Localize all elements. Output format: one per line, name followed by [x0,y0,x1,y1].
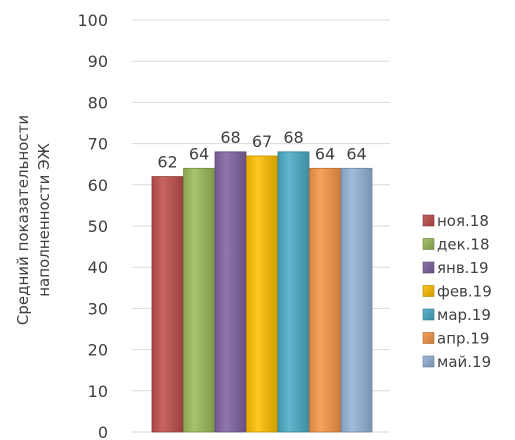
legend-swatch [422,285,435,297]
legend-swatch [422,214,435,227]
data-label: 68 [220,128,240,147]
y-axis-title-text: Средний показательности наполненности ЭЖ [14,115,53,325]
bar [277,151,310,433]
legend-swatch [422,308,435,321]
y-tick-label: 50 [88,217,108,236]
data-label: 64 [315,144,335,163]
y-tick-label: 40 [88,258,108,277]
y-tick-label: 100 [77,11,108,30]
y-axis-title-line: наполненности ЭЖ [35,143,53,297]
bar [246,155,278,433]
data-label: 68 [283,128,303,147]
bar [214,151,247,433]
legend-label: янв.19 [437,259,489,277]
legend-swatch [422,332,435,344]
y-tick-label: 10 [88,382,108,401]
y-tick-label: 70 [88,135,108,154]
bar [340,167,373,433]
data-label: 64 [346,144,366,163]
bar [183,167,215,433]
data-label: 67 [252,132,272,151]
legend-label: дек.18 [437,236,490,254]
y-tick-label: 20 [88,341,108,360]
legend-label: май.19 [437,353,491,371]
y-axis-title: Средний показательности наполненности ЭЖ [14,115,53,325]
legend-swatch [422,238,435,250]
y-axis-ticks: 0 10 20 30 40 50 60 70 80 90 100 [77,11,108,440]
legend-label: ноя.18 [437,212,489,230]
legend-label: апр.19 [437,330,489,348]
y-tick-label: 90 [88,52,108,71]
y-axis-title-line: Средний показательности [14,115,32,325]
legend-label: мар.19 [437,306,491,324]
y-tick-label: 60 [88,176,108,195]
bar [309,167,341,433]
y-tick-label: 30 [88,299,108,318]
y-tick-label: 80 [88,93,108,112]
bar [151,176,184,433]
bars [151,151,373,433]
data-label: 62 [157,153,177,172]
y-tick-label: 0 [98,423,108,440]
data-label: 64 [189,144,209,163]
legend-swatch [422,261,435,274]
data-labels: 62 64 68 67 68 64 64 [157,128,366,172]
legend-label: фев.19 [437,283,492,301]
legend: ноя.18 дек.18 янв.19 фев.19 мар.19 апр.19 май.… [422,212,492,371]
legend-swatch [422,355,435,368]
